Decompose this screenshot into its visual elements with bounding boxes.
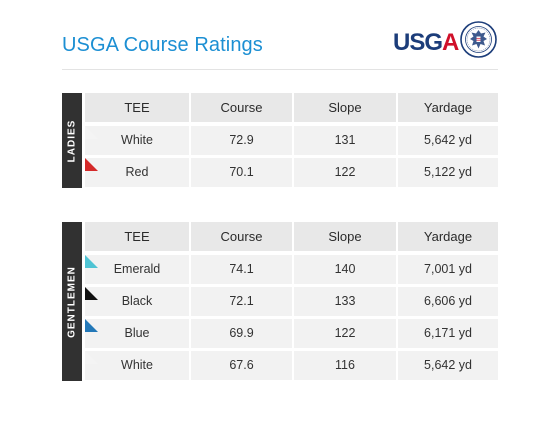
course-rating: 74.1 xyxy=(191,255,292,284)
tee-cell: White xyxy=(85,351,189,380)
slope-rating: 133 xyxy=(294,287,396,316)
course-rating: 72.1 xyxy=(191,287,292,316)
ladies-table: LADIES TEE Course Slope Yardage White 72… xyxy=(62,93,498,188)
tee-cell: Red xyxy=(85,158,189,187)
yardage: 6,606 yd xyxy=(398,287,498,316)
ladies-side-label: LADIES xyxy=(62,93,82,188)
header-yardage: Yardage xyxy=(398,93,498,122)
course-rating: 70.1 xyxy=(191,158,292,187)
title-divider xyxy=(62,69,498,70)
ladies-label: LADIES xyxy=(66,119,78,162)
yardage: 7,001 yd xyxy=(398,255,498,284)
tee-name: Emerald xyxy=(113,262,161,276)
tee-color-swatch xyxy=(85,255,111,268)
tee-color-swatch xyxy=(85,319,111,332)
tee-cell: Blue xyxy=(85,319,189,348)
slope-rating: 131 xyxy=(294,126,396,155)
tee-color-swatch xyxy=(85,287,111,300)
usga-seal-icon xyxy=(460,21,497,58)
tee-cell: White xyxy=(85,126,189,155)
tee-color-swatch xyxy=(85,351,111,364)
course-rating: 67.6 xyxy=(191,351,292,380)
header-slope: Slope xyxy=(294,222,396,251)
tee-name: White xyxy=(121,358,153,372)
tee-color-swatch xyxy=(85,126,111,139)
slope-rating: 122 xyxy=(294,158,396,187)
header-tee: TEE xyxy=(85,222,189,251)
header-slope: Slope xyxy=(294,93,396,122)
slope-rating: 116 xyxy=(294,351,396,380)
usga-logo-text: USGA xyxy=(393,29,459,56)
gentlemen-side-label: GENTLEMEN xyxy=(62,222,82,381)
tee-cell: Emerald xyxy=(85,255,189,284)
tee-color-swatch xyxy=(85,158,111,171)
tee-name: Red xyxy=(125,165,149,179)
yardage: 5,642 yd xyxy=(398,126,498,155)
slope-rating: 122 xyxy=(294,319,396,348)
usga-logo-usg: USG xyxy=(393,29,443,56)
yardage: 6,171 yd xyxy=(398,319,498,348)
tee-name: White xyxy=(121,133,153,147)
tee-cell: Black xyxy=(85,287,189,316)
yardage: 5,122 yd xyxy=(398,158,498,187)
tee-name: Blue xyxy=(124,326,150,340)
header-course: Course xyxy=(191,93,292,122)
gentlemen-label: GENTLEMEN xyxy=(66,265,78,338)
page-title: USGA Course Ratings xyxy=(62,34,263,56)
course-rating: 72.9 xyxy=(191,126,292,155)
usga-logo: USGA xyxy=(393,20,499,62)
course-rating: 69.9 xyxy=(191,319,292,348)
gentlemen-table: GENTLEMEN TEE Course Slope Yardage Emera… xyxy=(62,222,498,381)
yardage: 5,642 yd xyxy=(398,351,498,380)
usga-logo-a: A xyxy=(442,29,459,56)
slope-rating: 140 xyxy=(294,255,396,284)
tee-name: Black xyxy=(121,294,153,308)
header-tee: TEE xyxy=(85,93,189,122)
header-yardage: Yardage xyxy=(398,222,498,251)
header-course: Course xyxy=(191,222,292,251)
